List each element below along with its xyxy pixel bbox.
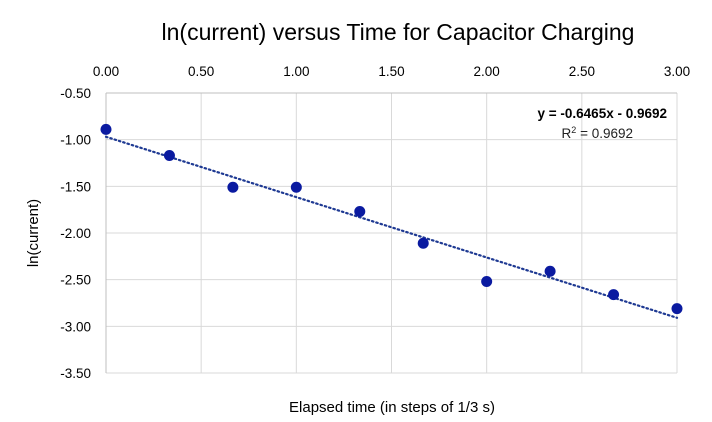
x-tick-label: 2.50 (569, 64, 595, 79)
trendline-equation: y = -0.6465x - 0.9692 (538, 106, 667, 121)
r-squared-symbol: R (562, 126, 572, 141)
x-axis-title: Elapsed time (in steps of 1/3 s) (289, 399, 495, 416)
trendline-layer (104, 135, 679, 319)
r-squared-label: R2 = 0.9692 (562, 125, 633, 141)
r-squared-superscript: 2 (571, 125, 576, 135)
r-squared-value: = 0.9692 (576, 126, 633, 141)
data-point (227, 181, 239, 193)
data-point (354, 206, 366, 218)
x-tick-label: 1.50 (378, 64, 404, 79)
data-point (290, 181, 302, 193)
data-point (671, 303, 683, 315)
y-tick-label: -3.50 (60, 366, 91, 381)
x-tick-label: 1.00 (283, 64, 309, 79)
chart-title: ln(current) versus Time for Capacitor Ch… (162, 19, 635, 45)
x-tick-label: 2.00 (474, 64, 500, 79)
x-tick-label: 3.00 (664, 64, 690, 79)
data-point (544, 265, 556, 277)
y-tick-label: -0.50 (60, 86, 91, 101)
y-tick-label: -2.00 (60, 226, 91, 241)
y-tick-label: -3.00 (60, 319, 91, 334)
data-point (100, 123, 112, 135)
grid-lines (105, 92, 678, 374)
y-tick-label: -1.00 (60, 133, 91, 148)
x-axis-tick-labels: 0.00 0.50 1.00 1.50 2.00 2.50 3.00 (93, 64, 690, 79)
data-point (481, 276, 493, 288)
data-point (608, 289, 620, 301)
data-points (100, 123, 683, 315)
y-tick-label: -1.50 (60, 179, 91, 194)
trendline (104, 135, 679, 319)
data-point (163, 150, 175, 162)
x-tick-label: 0.50 (188, 64, 214, 79)
y-axis-tick-labels: -0.50 -1.00 -1.50 -2.00 -2.50 -3.00 -3.50 (60, 86, 91, 381)
y-tick-label: -2.50 (60, 273, 91, 288)
x-tick-label: 0.00 (93, 64, 119, 79)
data-point (417, 237, 429, 249)
y-axis-title: ln(current) (25, 199, 42, 267)
axis-lines (105, 92, 677, 373)
